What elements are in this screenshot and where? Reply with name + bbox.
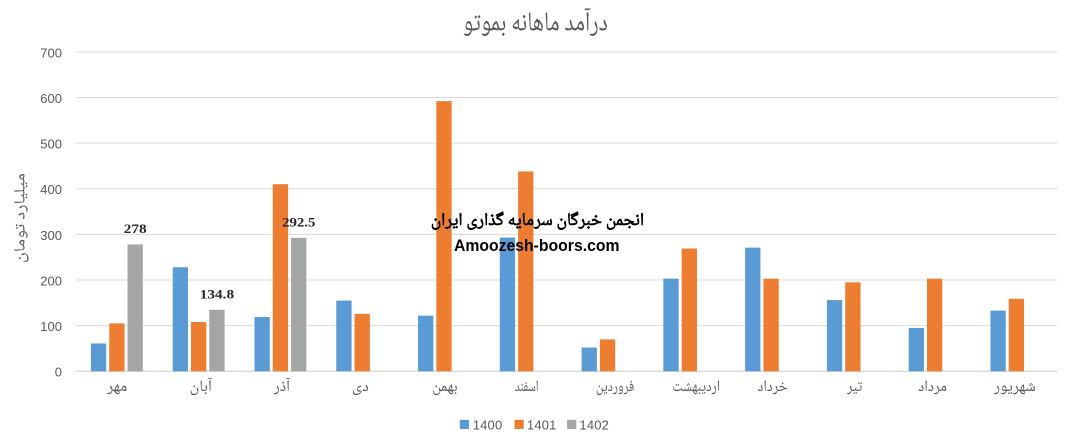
svg-text:278: 278 — [124, 221, 147, 236]
svg-text:0: 0 — [55, 365, 62, 380]
svg-text:400: 400 — [40, 182, 62, 197]
svg-text:500: 500 — [40, 137, 62, 152]
svg-text:600: 600 — [40, 91, 62, 106]
svg-text:300: 300 — [40, 228, 62, 243]
svg-text:100: 100 — [40, 319, 62, 334]
svg-text:1400: 1400 — [473, 418, 503, 433]
svg-text:292.5: 292.5 — [282, 214, 316, 229]
svg-text:1402: 1402 — [579, 418, 609, 433]
svg-text:700: 700 — [40, 45, 62, 60]
svg-text:134.8: 134.8 — [200, 286, 235, 301]
svg-text:Amoozesh-boors.com: Amoozesh-boors.com — [454, 236, 620, 255]
svg-text:200: 200 — [40, 273, 62, 288]
svg-text:1401: 1401 — [527, 418, 557, 433]
